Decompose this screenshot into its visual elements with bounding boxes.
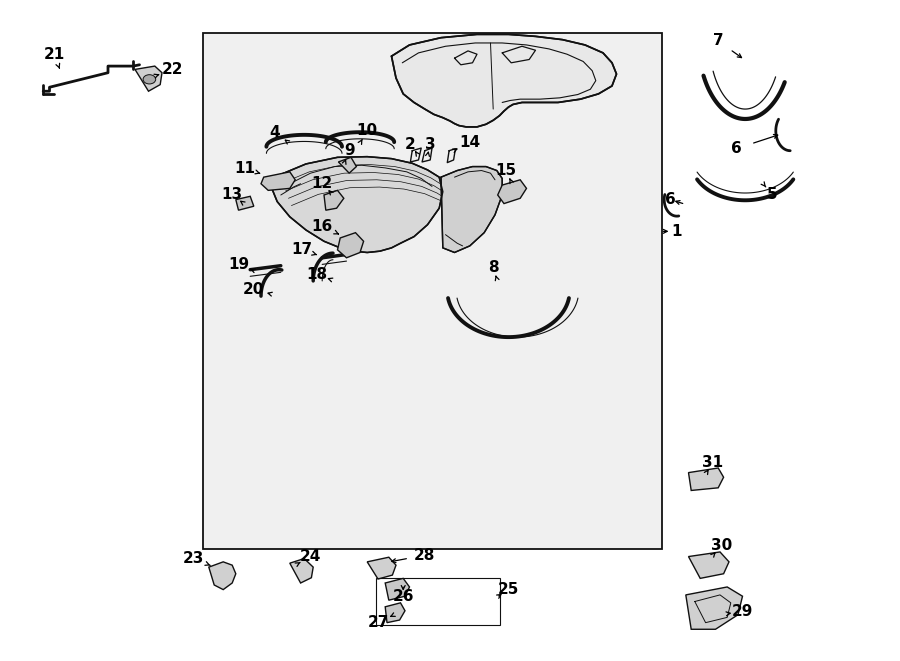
Text: 31: 31 xyxy=(702,455,724,470)
Text: 6: 6 xyxy=(731,141,742,156)
Polygon shape xyxy=(338,157,356,173)
Text: 30: 30 xyxy=(711,538,733,553)
Text: 26: 26 xyxy=(392,589,414,603)
Polygon shape xyxy=(688,468,724,490)
Text: 3: 3 xyxy=(425,137,436,151)
Polygon shape xyxy=(290,559,313,583)
Polygon shape xyxy=(261,172,295,190)
Text: 19: 19 xyxy=(228,257,249,272)
Polygon shape xyxy=(686,587,742,629)
Text: 22: 22 xyxy=(162,62,184,77)
Text: 2: 2 xyxy=(405,137,416,151)
Text: 8: 8 xyxy=(488,260,499,275)
Polygon shape xyxy=(135,66,162,91)
Text: 28: 28 xyxy=(414,548,436,563)
Polygon shape xyxy=(385,578,410,600)
Text: 17: 17 xyxy=(291,243,312,257)
Text: 13: 13 xyxy=(221,188,243,202)
Circle shape xyxy=(143,75,156,84)
Text: 6: 6 xyxy=(665,192,676,207)
Text: 5: 5 xyxy=(767,188,778,202)
Text: 18: 18 xyxy=(306,267,328,282)
Polygon shape xyxy=(324,190,344,210)
Text: 11: 11 xyxy=(234,161,256,176)
Text: 16: 16 xyxy=(311,219,333,233)
Text: 21: 21 xyxy=(43,47,65,61)
Text: 4: 4 xyxy=(269,125,280,139)
Polygon shape xyxy=(498,180,526,204)
Bar xyxy=(376,578,500,625)
Text: 20: 20 xyxy=(243,282,265,297)
Text: 1: 1 xyxy=(671,224,682,239)
Polygon shape xyxy=(236,196,254,210)
Text: 15: 15 xyxy=(495,163,517,178)
Text: 12: 12 xyxy=(311,176,333,191)
Polygon shape xyxy=(441,167,502,253)
Polygon shape xyxy=(367,557,396,579)
Text: 24: 24 xyxy=(300,549,321,564)
Text: 7: 7 xyxy=(713,34,724,48)
Polygon shape xyxy=(338,233,364,258)
Text: 14: 14 xyxy=(459,135,481,149)
Polygon shape xyxy=(392,34,616,127)
Bar xyxy=(202,33,662,549)
Text: 23: 23 xyxy=(183,551,204,566)
Text: 9: 9 xyxy=(344,143,355,158)
Polygon shape xyxy=(272,157,443,253)
Polygon shape xyxy=(385,603,405,623)
Text: 27: 27 xyxy=(367,615,389,630)
Text: 10: 10 xyxy=(356,124,378,138)
Polygon shape xyxy=(688,552,729,578)
Polygon shape xyxy=(209,562,236,590)
Text: 29: 29 xyxy=(732,604,753,619)
Text: 25: 25 xyxy=(498,582,519,597)
